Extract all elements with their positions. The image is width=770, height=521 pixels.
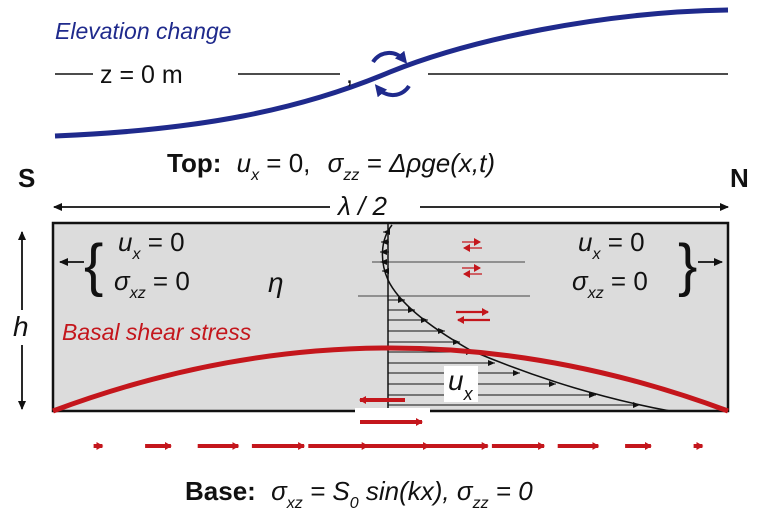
rotation-cycle-icon (371, 50, 411, 98)
right-bc-ux: ux = 0 (578, 227, 645, 263)
base-shear-backing (355, 408, 430, 418)
top-bc-ux: u (237, 148, 251, 178)
width-label: λ / 2 (336, 191, 387, 221)
shear-couple-2 (462, 264, 482, 278)
top-bc-ux-sub: x (250, 167, 260, 184)
elevation-title: Elevation change (55, 18, 231, 44)
north-label: N (730, 163, 749, 193)
velocity-label-backing (444, 366, 478, 402)
left-brace: { (84, 233, 103, 298)
right-brace: } (678, 233, 697, 298)
right-bc-sigma: σxz = 0 (572, 266, 648, 302)
left-bc-sigma: σxz = 0 (114, 266, 190, 302)
top-boundary-condition: Top: ux = 0, σzz = Δρge(x,t) (167, 148, 495, 184)
datum-comma: , (346, 61, 353, 89)
velocity-label: ux (448, 365, 474, 404)
viscosity-label: η (268, 267, 284, 298)
top-bc-ux-eq: = 0, (259, 148, 310, 178)
datum-label: z = 0 m (100, 61, 183, 89)
top-bc-prefix: Top: (167, 148, 221, 178)
basal-shear-curve (52, 345, 729, 414)
elevation-profile-line (54, 7, 729, 139)
shear-couple-3 (456, 308, 490, 324)
top-bc-sigma-sub: zz (342, 167, 359, 184)
left-bc-ux: ux = 0 (118, 227, 185, 263)
velocity-profile (380, 223, 671, 412)
base-shear-couple (359, 396, 423, 426)
top-bc-sigma-eq: = Δρge(x,t) (359, 148, 495, 178)
base-boundary-condition: Base: σxz = S0 sin(kx), σzz = 0 (185, 476, 533, 512)
shear-couple-1 (462, 238, 482, 252)
height-label: h (13, 311, 29, 342)
top-bc-sigma: σ (328, 148, 345, 178)
basal-shear-label: Basal shear stress (62, 319, 252, 345)
south-label: S (18, 163, 35, 193)
base-bc-prefix: Base: (185, 476, 256, 506)
